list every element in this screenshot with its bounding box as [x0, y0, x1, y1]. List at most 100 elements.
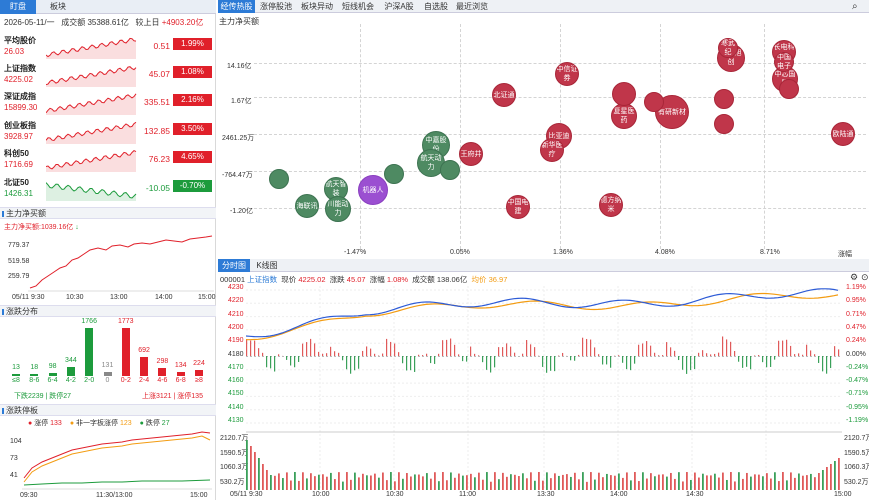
stock-bubble[interactable]: 中信证券 [555, 62, 579, 86]
tab-hot-5[interactable]: 自选股 [424, 2, 448, 11]
volume-bar [302, 472, 304, 490]
index-row[interactable]: 北证50 1426.31 -10.05 -0.70% [0, 175, 216, 203]
minute-ratio-bar [430, 356, 432, 364]
index-name: 创业板指 [4, 121, 36, 130]
index-change: 76.23 [148, 154, 170, 164]
tab-hot-1[interactable]: 涨停股池 [260, 2, 292, 11]
axis-tick: -1.19% [846, 417, 869, 424]
dist-bar [85, 328, 94, 376]
stock-bubble[interactable] [714, 114, 734, 134]
dist-bar [195, 369, 203, 376]
dist-value: 131 [101, 362, 114, 370]
left-panel: 盯盘 板块 2026-05-11/一 成交额 35388.61亿 较上日 +49… [0, 0, 216, 500]
hot-gridline [764, 24, 765, 249]
stock-bubble[interactable]: 寒武纪 [718, 38, 738, 58]
tab-hot-6[interactable]: 最近浏览 [456, 2, 488, 11]
compare-value: +4903.20亿 [161, 18, 204, 27]
minute-ratio-bar [798, 353, 800, 356]
tab-sector[interactable]: 板块 [50, 2, 66, 11]
minute-ratio-bar [274, 356, 276, 372]
index-row[interactable]: 创业板指 3928.97 132.85 3.50% [0, 118, 216, 146]
tab-kline[interactable]: K线图 [256, 261, 278, 270]
vol-value: 138.06亿 [436, 275, 468, 284]
stock-bubble[interactable]: 海联讯 [295, 194, 319, 218]
index-name: 深证成指 [4, 92, 36, 101]
stock-bubble[interactable]: 王府井 [459, 142, 483, 166]
tab-hot-3[interactable]: 短线机会 [342, 2, 374, 11]
minute-ratio-bar [698, 352, 700, 356]
stock-bubble[interactable]: 中国电建 [506, 195, 530, 219]
volume-bar [430, 478, 432, 490]
stock-bubble[interactable]: 德方纳米 [599, 193, 623, 217]
volume-bar [378, 477, 380, 490]
stock-bubble[interactable] [384, 164, 404, 184]
stock-bubble[interactable] [612, 82, 636, 106]
stock-bubble[interactable] [644, 92, 664, 112]
volume-bar [398, 472, 400, 490]
stock-bubble[interactable]: 航天动力 [417, 149, 445, 177]
stock-bubble[interactable]: 欧陆通 [831, 122, 855, 146]
minute-ratio-bar [506, 343, 508, 356]
volume-bar [678, 472, 680, 490]
minute-ratio-bar [654, 352, 656, 356]
tab-hot-0[interactable]: 经传热股 [218, 0, 255, 13]
minute-ratio-bar [806, 344, 808, 356]
dist-value: 13 [12, 364, 20, 371]
stock-bubble[interactable] [714, 89, 734, 109]
index-row[interactable]: 上证指数 4225.02 45.07 1.08% [0, 61, 216, 89]
netbuy-chart [28, 235, 214, 292]
minute-ratio-bar [650, 345, 652, 356]
dist-bar [103, 372, 112, 376]
index-name: 上证指数 [247, 275, 278, 284]
volume-bar [542, 480, 544, 490]
tab-minute[interactable]: 分时图 [218, 259, 250, 272]
volume-bar [738, 472, 740, 490]
limit-legend-item: ● 涨停 133 [28, 420, 62, 427]
stock-bubble[interactable]: 川能动力 [325, 196, 351, 222]
axis-tick: 4190 [228, 337, 244, 345]
limit-legend-item: ● 跌停 27 [140, 420, 170, 427]
stock-bubble[interactable] [269, 169, 289, 189]
volume-bar [446, 480, 448, 490]
index-pct-badge: -0.70% [173, 180, 212, 192]
stock-bubble[interactable]: 中国电子 [774, 52, 794, 72]
stock-bubble[interactable] [779, 79, 799, 99]
axis-tick: -0.71% [846, 390, 869, 398]
volume-bar [598, 472, 600, 490]
netbuy-title: 主力净买额 [6, 209, 46, 218]
index-row[interactable]: 深证成指 15899.30 335.51 2.16% [0, 89, 216, 117]
stock-bubble[interactable]: 北证通 [492, 83, 516, 107]
volume-bar [690, 479, 692, 490]
index-name: 平均股价 [4, 36, 36, 45]
hot-ytick: 2461.25万 [222, 135, 255, 142]
index-row[interactable]: 平均股价 26.03 0.51 1.99% [0, 33, 216, 61]
minute-ratio-bar [370, 348, 372, 356]
index-price: 1716.69 [4, 160, 33, 169]
volume-bar [374, 473, 376, 490]
volume-bar [266, 470, 268, 490]
settings-icon[interactable]: ⚙ [850, 272, 859, 282]
price-value: 4225.02 [298, 275, 326, 284]
tab-hot-2[interactable]: 板块异动 [301, 2, 333, 11]
dist-value: 18 [30, 364, 39, 371]
stock-bubble[interactable]: 复星医药 [611, 103, 637, 129]
minute-ratio-bar [362, 350, 364, 356]
volume-bar [838, 458, 840, 490]
tab-hot-4[interactable]: 沪深A股 [384, 2, 414, 11]
stock-bubble[interactable] [440, 160, 460, 180]
minute-ratio-bar [734, 350, 736, 356]
minute-ratio-bar [826, 356, 828, 374]
axis-tick: 1590.5万 [220, 449, 249, 457]
index-name: 科创50 [4, 149, 29, 158]
index-change: 335.51 [144, 97, 170, 107]
tab-watch[interactable]: 盯盘 [0, 0, 36, 14]
stock-bubble[interactable]: 机器人 [358, 175, 388, 205]
axis-tick: 530.2万 [220, 478, 245, 486]
search-icon[interactable]: ⌕ [852, 1, 858, 12]
volume-bar [614, 475, 616, 490]
minute-ratio-bar [598, 354, 600, 356]
zoom-icon[interactable]: ⊙ [861, 272, 869, 282]
minute-ratio-bar [438, 353, 440, 356]
index-row[interactable]: 科创50 1716.69 76.23 4.65% [0, 146, 216, 174]
stock-bubble[interactable]: 新华医疗 [540, 138, 564, 162]
